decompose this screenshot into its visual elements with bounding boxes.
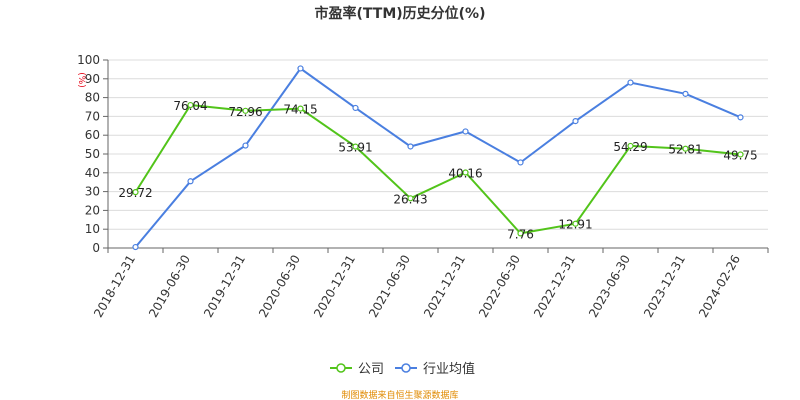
x-tick-label: 2022-12-31 (531, 253, 578, 320)
data-point (352, 104, 359, 112)
y-tick-label: 40 (85, 166, 100, 180)
data-point (682, 90, 689, 97)
data-label: 49.75 (723, 148, 757, 162)
data-point (517, 230, 524, 237)
data-point (352, 143, 359, 150)
y-unit-label: (%) (76, 72, 86, 88)
data-point (517, 159, 524, 166)
data-label: 40.16 (448, 166, 482, 180)
data-label: 53.91 (338, 141, 372, 155)
data-point (682, 145, 689, 152)
x-tick-label: 2023-12-31 (641, 253, 688, 320)
legend-label: 行业均值 (423, 361, 475, 377)
series-lines (132, 65, 744, 251)
data-point (737, 151, 744, 158)
data-point (297, 65, 304, 72)
data-point (132, 243, 139, 251)
x-tick-label: 2019-06-30 (146, 253, 193, 320)
y-tick-label: 20 (85, 203, 100, 217)
y-tick-label: 100 (77, 53, 100, 67)
data-point (462, 128, 469, 135)
series-line (134, 104, 741, 235)
legend: 公司 行业均值 (330, 361, 475, 377)
data-point (187, 178, 194, 185)
data-label: 26.43 (393, 192, 427, 206)
data-point (627, 79, 634, 86)
data-point (462, 169, 469, 176)
y-tick-label: 10 (85, 222, 100, 236)
data-point (407, 143, 414, 150)
data-label: 54.29 (613, 140, 647, 154)
y-tick-label: 90 (85, 72, 100, 86)
data-point (242, 107, 249, 114)
x-tick-label: 2023-06-30 (586, 253, 633, 320)
data-point (407, 195, 414, 202)
y-tick-label: 30 (85, 185, 100, 199)
data-point (627, 142, 634, 150)
x-tick-label: 2024-02-26 (696, 253, 743, 320)
data-point (737, 114, 744, 121)
series-line (134, 67, 741, 248)
data-label: 12.91 (558, 218, 592, 232)
legend-marker (336, 363, 346, 373)
data-label: 72.96 (228, 105, 262, 119)
y-tick-label: 50 (85, 147, 100, 161)
x-tick-label: 2021-06-30 (366, 253, 413, 320)
x-tick-label: 2021-12-31 (421, 253, 468, 320)
data-point (132, 189, 139, 196)
data-point (572, 117, 579, 125)
x-tick-label: 2019-12-31 (201, 253, 248, 320)
data-label: 7.76 (507, 227, 534, 241)
data-point (242, 142, 249, 149)
x-tick-label: 2022-06-30 (476, 253, 523, 320)
source-note: 制图数据来自恒生聚源数据库 (341, 389, 458, 400)
data-label: 29.72 (118, 186, 152, 200)
data-point (187, 101, 194, 109)
chart-title: 市盈率(TTM)历史分位(%) (315, 5, 486, 22)
data-point (572, 220, 579, 227)
y-tick-label: 60 (85, 128, 100, 142)
legend-marker (401, 363, 411, 373)
data-label: 76.04 (173, 99, 207, 113)
legend-label: 公司 (358, 362, 384, 377)
y-tick-label: 80 (85, 91, 100, 105)
y-axis: 0 10 20 30 40 50 60 70 80 90 100 (77, 53, 109, 255)
y-tick-label: 70 (85, 109, 100, 123)
x-axis: 2018-12-31 2019-06-30 2019-12-31 2020-06-30… (91, 247, 769, 320)
y-tick-label: 0 (92, 241, 100, 255)
data-labels: 29.72 76.04 72.96 74.15 53.91 26.43 40.16 7.76 1… (118, 99, 757, 241)
x-tick-label: 2020-06-30 (256, 253, 303, 320)
x-tick-label: 2018-12-31 (91, 253, 138, 320)
data-point (297, 105, 304, 112)
data-label: 74.15 (283, 103, 317, 117)
x-tick-label: 2020-12-31 (311, 253, 358, 320)
data-label: 52.81 (668, 143, 702, 157)
